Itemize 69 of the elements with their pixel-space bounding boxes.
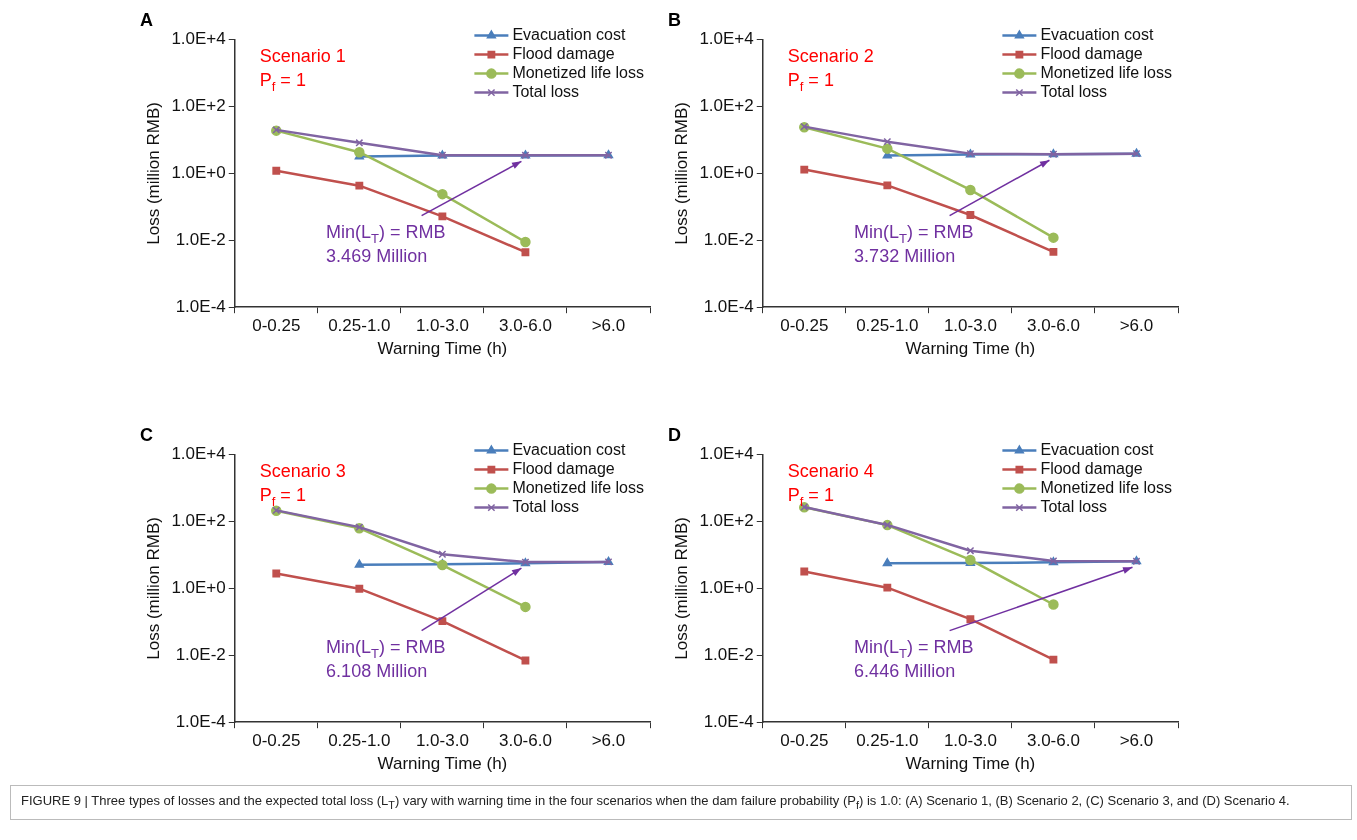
x-axis-title: Warning Time (h) <box>377 339 508 359</box>
x-tick-label: 3.0-6.0 <box>498 731 552 751</box>
x-tick-label: 3.0-6.0 <box>1026 316 1080 336</box>
x-tick-label: 0.25-1.0 <box>328 731 391 751</box>
chart-title: C <box>140 424 153 445</box>
x-tick-label: 1.0-3.0 <box>415 316 469 336</box>
y-axis-title: Loss (million RMB) <box>143 102 163 245</box>
legend-label: Monetized life loss <box>1040 479 1173 497</box>
legend-label: Flood damage <box>1040 45 1143 63</box>
legend-label: Monetized life loss <box>1040 64 1173 82</box>
x-tick-label: >6.0 <box>591 731 626 751</box>
y-tick-label: 1.0E-2 <box>175 229 226 249</box>
x-tick-label: 1.0-3.0 <box>943 316 997 336</box>
x-tick-label: 0-0.25 <box>252 316 301 336</box>
chart-title: A <box>140 9 153 30</box>
legend-label: Total loss <box>512 498 580 516</box>
legend-label: Evacuation cost <box>1040 26 1154 44</box>
legend-label: Flood damage <box>512 45 615 63</box>
y-axis-title: Loss (million RMB) <box>671 102 691 245</box>
legend-label: Flood damage <box>1040 460 1143 478</box>
y-tick-label: 1.0E-2 <box>175 644 226 664</box>
y-tick-label: 1.0E+4 <box>171 29 226 49</box>
y-tick-label: 1.0E+0 <box>171 163 226 183</box>
x-tick-label: 3.0-6.0 <box>1026 731 1080 751</box>
y-tick-label: 1.0E+0 <box>171 578 226 598</box>
y-tick-label: 1.0E-4 <box>175 296 226 316</box>
legend-label: Total loss <box>512 83 580 101</box>
y-axis-title: Loss (million RMB) <box>143 517 163 660</box>
y-tick-label: 1.0E+4 <box>171 444 226 464</box>
y-tick-label: 1.0E-4 <box>703 711 754 731</box>
x-tick-label: 0.25-1.0 <box>856 731 919 751</box>
legend-label: Evacuation cost <box>1040 441 1154 459</box>
x-tick-label: 0.25-1.0 <box>328 316 391 336</box>
x-tick-label: 0-0.25 <box>780 316 829 336</box>
y-tick-label: 1.0E-2 <box>703 644 754 664</box>
x-axis-title: Warning Time (h) <box>377 754 508 774</box>
legend-label: Monetized life loss <box>512 64 645 82</box>
y-tick-label: 1.0E-4 <box>703 296 754 316</box>
legend-label: Evacuation cost <box>512 441 626 459</box>
x-axis-title: Warning Time (h) <box>905 339 1036 359</box>
y-axis-title: Loss (million RMB) <box>671 517 691 660</box>
x-tick-label: 1.0-3.0 <box>943 731 997 751</box>
y-tick-label: 1.0E+2 <box>699 96 754 116</box>
y-tick-label: 1.0E+2 <box>171 96 226 116</box>
x-axis-title: Warning Time (h) <box>905 754 1036 774</box>
x-tick-label: 0.25-1.0 <box>856 316 919 336</box>
x-tick-label: >6.0 <box>1119 316 1154 336</box>
x-tick-label: 3.0-6.0 <box>498 316 552 336</box>
y-tick-label: 1.0E+4 <box>699 444 754 464</box>
legend-label: Total loss <box>1040 83 1108 101</box>
y-tick-label: 1.0E+0 <box>699 578 754 598</box>
y-tick-label: 1.0E+2 <box>171 511 226 531</box>
chart-title: B <box>668 9 681 30</box>
x-tick-label: 0-0.25 <box>252 731 301 751</box>
x-tick-label: 0-0.25 <box>780 731 829 751</box>
legend-label: Evacuation cost <box>512 26 626 44</box>
caption: FIGURE 9 | Three types of losses and the expected total loss (L$_{T}$) vary with warning time in the four scenarios when the dam failure probability (P$_{f}$) is 1.0: (A) Scenario 1, (B) Scenario 2, (C) Scenario 3, and (D) Scenario 4. <box>10 785 1352 820</box>
y-tick-label: 1.0E+2 <box>699 511 754 531</box>
x-tick-label: 1.0-3.0 <box>415 731 469 751</box>
legend-label: Total loss <box>1040 498 1108 516</box>
legend-label: Flood damage <box>512 460 615 478</box>
x-tick-label: >6.0 <box>591 316 626 336</box>
legend-label: Monetized life loss <box>512 479 645 497</box>
x-tick-label: >6.0 <box>1119 731 1154 751</box>
y-tick-label: 1.0E-2 <box>703 229 754 249</box>
y-tick-label: 1.0E+0 <box>699 163 754 183</box>
chart-title: D <box>668 424 681 445</box>
y-tick-label: 1.0E-4 <box>175 711 226 731</box>
y-tick-label: 1.0E+4 <box>699 29 754 49</box>
